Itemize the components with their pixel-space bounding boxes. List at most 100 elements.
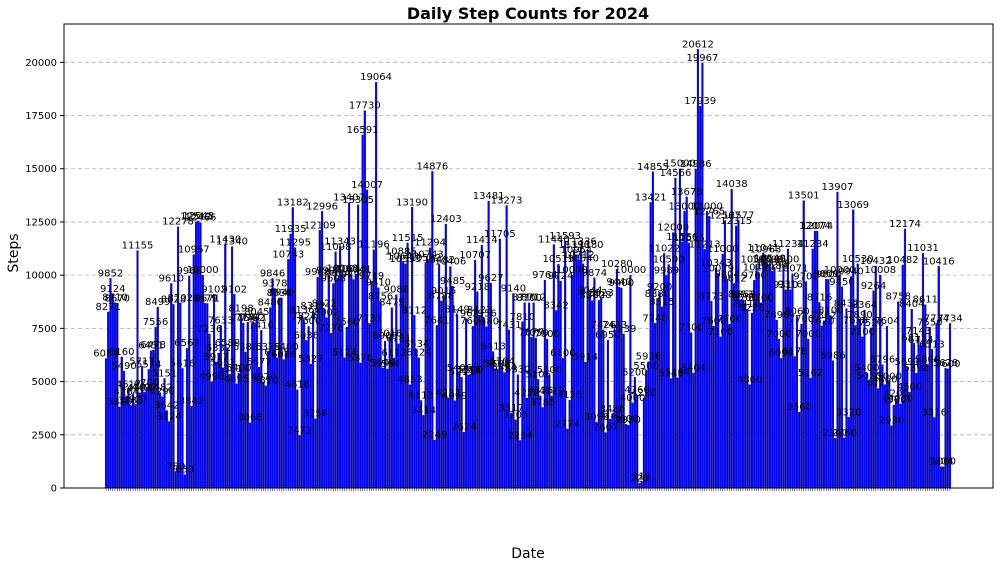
data-label: 12765 xyxy=(693,206,725,217)
data-label: 7810 xyxy=(510,312,535,323)
data-label: 8045 xyxy=(244,307,269,318)
data-label: 5320 xyxy=(458,365,483,376)
data-label: 7556 xyxy=(143,317,168,328)
data-label: 6125 xyxy=(264,348,289,359)
y-tick-label: 17500 xyxy=(25,111,57,122)
data-label: 5827 xyxy=(298,354,323,365)
data-label: 15000 xyxy=(664,159,696,170)
bar xyxy=(721,253,724,489)
bar xyxy=(386,368,389,489)
bar xyxy=(782,264,785,489)
data-label: 6413 xyxy=(480,342,505,353)
data-label: 2607 xyxy=(593,423,618,434)
data-label: 10364 xyxy=(759,257,791,268)
data-label: 3642 xyxy=(154,400,179,411)
data-label: 3842 xyxy=(179,396,204,407)
data-label: 11295 xyxy=(279,238,311,249)
data-label: 13421 xyxy=(635,192,667,203)
bar xyxy=(248,422,252,489)
data-label: 11294 xyxy=(414,238,446,249)
data-label: 5914 xyxy=(573,352,598,363)
bar xyxy=(701,62,704,489)
data-label: 4125 xyxy=(557,390,582,401)
data-label: 7276 xyxy=(318,323,343,334)
data-label: 8758 xyxy=(886,292,911,303)
data-label: 6936 xyxy=(294,330,319,341)
data-label: 4500 xyxy=(897,382,922,393)
bar xyxy=(845,308,848,489)
data-label: 11022 xyxy=(648,243,680,254)
bar xyxy=(894,398,898,489)
x-axis-label: Date xyxy=(511,546,544,562)
data-label: 10280 xyxy=(601,259,633,270)
bar xyxy=(260,330,263,489)
data-label: 3124 xyxy=(156,412,181,423)
bar xyxy=(764,254,767,489)
data-label: 9764 xyxy=(532,270,557,281)
bar xyxy=(741,299,744,489)
data-label: 9400 xyxy=(609,278,634,289)
data-label: 8702 xyxy=(168,293,193,304)
data-label: 8480 xyxy=(258,298,283,309)
data-label: 5616 xyxy=(170,358,195,369)
data-label: 8271 xyxy=(96,302,121,313)
bar xyxy=(435,325,438,489)
bar xyxy=(870,327,873,489)
bar xyxy=(190,406,193,489)
data-label: 8716 xyxy=(807,292,832,303)
data-label: 9124 xyxy=(100,284,125,295)
bar xyxy=(541,407,544,489)
data-label: 9102 xyxy=(222,284,247,295)
data-label: 11935 xyxy=(275,224,307,235)
data-label: 19967 xyxy=(687,53,719,64)
bar xyxy=(559,280,562,489)
data-label: 6588 xyxy=(215,338,240,349)
bar xyxy=(352,279,355,489)
data-label: 7740 xyxy=(642,313,667,324)
data-label: 7410 xyxy=(249,320,274,331)
bars xyxy=(104,49,952,489)
data-label: 6714 xyxy=(908,335,933,346)
data-label: 5986 xyxy=(820,351,845,362)
data-label: 19064 xyxy=(360,72,392,83)
data-label: 12577 xyxy=(723,210,755,221)
bar xyxy=(861,336,864,489)
bar xyxy=(534,337,537,489)
data-label: 11593 xyxy=(549,231,581,242)
data-label: 9852 xyxy=(98,268,123,279)
data-label: 3090 xyxy=(584,412,609,423)
data-label: 9908 xyxy=(305,267,330,278)
data-label: 12074 xyxy=(799,221,831,232)
y-tick-label: 5000 xyxy=(32,377,57,388)
data-label: 13000 xyxy=(669,201,701,212)
data-label: 4970 xyxy=(251,372,276,383)
data-label: 5106 xyxy=(525,369,550,380)
data-label: 2472 xyxy=(287,425,312,436)
bar xyxy=(867,380,871,489)
data-label: 5640 xyxy=(370,358,395,369)
data-label: 8475 xyxy=(379,298,404,309)
y-tick-label: 12500 xyxy=(25,217,57,228)
data-label: 14986 xyxy=(680,159,712,170)
data-label: 9264 xyxy=(861,281,886,292)
bar xyxy=(573,249,576,489)
data-label: 8112 xyxy=(402,305,427,316)
data-label: 9809 xyxy=(813,269,838,280)
bar xyxy=(692,372,695,489)
bar xyxy=(712,326,715,489)
data-label: 4810 xyxy=(253,376,278,387)
bar xyxy=(762,252,765,489)
data-label: 7754 xyxy=(231,313,256,324)
bar xyxy=(323,308,326,489)
data-label: 2624 xyxy=(451,422,476,433)
bar xyxy=(937,266,940,489)
data-label: 6112 xyxy=(381,348,406,359)
data-label: 7300 xyxy=(678,323,703,334)
bar xyxy=(735,225,738,489)
data-label: 4860 xyxy=(737,375,762,386)
data-label: 9612 xyxy=(721,273,746,284)
data-label: 5145 xyxy=(658,368,683,379)
data-label: 3785 xyxy=(530,397,555,408)
data-label: 4113 xyxy=(408,390,433,401)
data-label: 7784 xyxy=(235,312,260,323)
